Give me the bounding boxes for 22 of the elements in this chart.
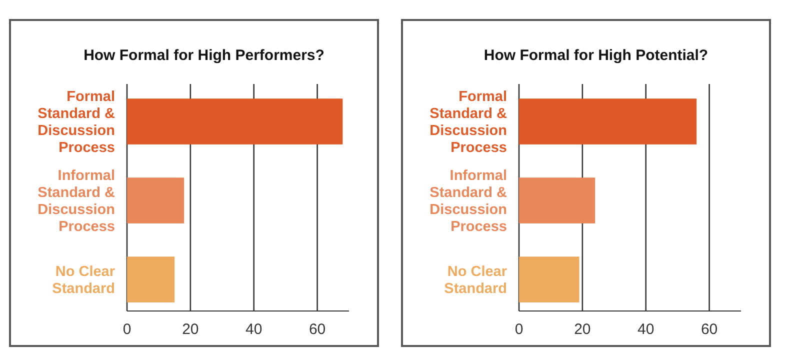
x-tick-label: 40 [246,321,262,338]
y-tick-label: Informal Standard & Discussion Process [38,168,116,235]
bar [519,98,697,144]
y-tick-label: Informal Standard & Discussion Process [430,168,508,235]
y-tick-label: No Clear Standard [444,264,508,297]
bar [519,178,596,224]
chart-title: How Formal for High Performers? [84,47,324,64]
bar [127,178,184,224]
x-tick-label: 20 [574,321,591,338]
chart-title: How Formal for High Potential? [484,47,708,64]
x-tick-label: 20 [182,321,199,338]
bar [127,98,343,144]
bar [127,256,175,302]
x-tick-label: 60 [308,321,326,338]
x-tick-label: 60 [700,321,718,338]
x-tick-label: 40 [638,321,654,338]
y-tick-label: No Clear Standard [52,264,116,297]
x-tick-label: 0 [514,321,524,338]
bar [519,256,580,302]
x-tick-label: 0 [122,321,132,338]
y-tick-label: Formal Standard & Discussion Process [38,89,116,156]
y-tick-label: Formal Standard & Discussion Process [430,89,508,156]
